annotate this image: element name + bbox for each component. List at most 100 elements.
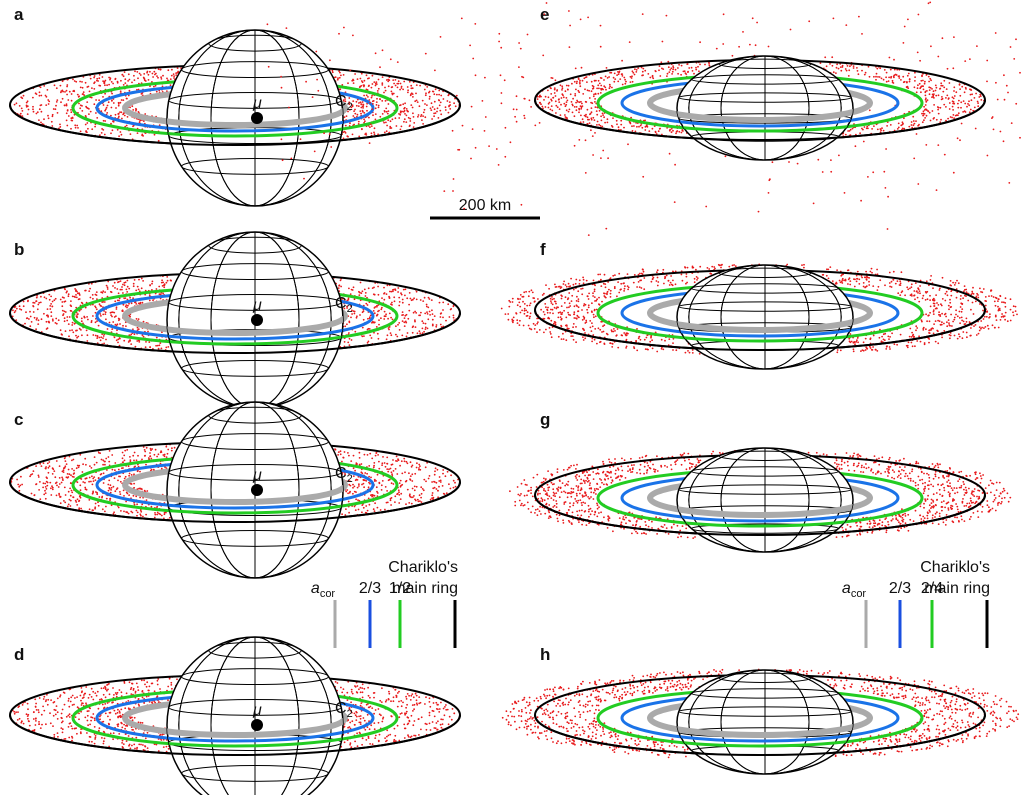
particle: [373, 508, 375, 510]
particle: [111, 81, 113, 83]
particle: [350, 293, 352, 295]
particle: [37, 111, 39, 113]
particle: [347, 492, 349, 494]
particle: [114, 477, 116, 479]
particle: [145, 514, 147, 516]
particle: [371, 337, 373, 339]
particle: [412, 107, 414, 109]
particle: [404, 471, 406, 473]
particle: [401, 460, 403, 462]
particle: [418, 114, 420, 116]
particle: [390, 504, 392, 506]
particle: [75, 501, 77, 503]
particle: [363, 95, 365, 97]
particle: [118, 319, 120, 321]
particle: [396, 96, 398, 98]
particle: [81, 302, 83, 304]
particle: [115, 324, 117, 326]
particle: [35, 720, 37, 722]
particle: [103, 82, 105, 84]
particle: [118, 102, 120, 104]
particle: [371, 458, 373, 460]
particle: [408, 310, 410, 312]
particle: [122, 284, 124, 286]
particle: [156, 337, 158, 339]
particle: [37, 304, 39, 306]
particle: [449, 101, 451, 103]
particle: [60, 496, 62, 498]
particle: [356, 479, 358, 481]
particle: [339, 88, 341, 90]
particle: [77, 127, 79, 129]
particle: [95, 99, 97, 101]
particle: [61, 482, 63, 484]
particle: [124, 450, 126, 452]
particle: [121, 118, 123, 120]
particle: [54, 701, 56, 703]
particle: [391, 471, 393, 473]
particle: [92, 294, 94, 296]
particle: [70, 310, 72, 312]
particle: [398, 305, 400, 307]
particle: [71, 329, 73, 331]
particle: [129, 681, 131, 683]
particle: [137, 132, 139, 134]
particle: [419, 469, 421, 471]
particle: [127, 116, 129, 118]
particle: [400, 104, 402, 106]
particle: [450, 474, 452, 476]
particle: [70, 304, 72, 306]
particle: [56, 485, 58, 487]
particle: [383, 92, 385, 94]
particle: [360, 113, 362, 115]
particle: [399, 482, 401, 484]
particle: [52, 114, 54, 116]
particle: [66, 125, 68, 127]
particle: [45, 95, 47, 97]
particle: [160, 452, 162, 454]
particle: [121, 727, 123, 729]
particle: [75, 335, 77, 337]
particle: [360, 107, 362, 109]
particle: [398, 322, 400, 324]
particle: [413, 116, 415, 118]
particle: [139, 73, 141, 75]
particle: [349, 122, 351, 124]
particle: [443, 98, 445, 100]
particle: [112, 83, 114, 85]
particle: [414, 489, 416, 491]
particle: [378, 482, 380, 484]
particle: [84, 317, 86, 319]
particle: [453, 317, 455, 319]
particle: [122, 292, 124, 294]
particle: [121, 467, 123, 469]
particle: [143, 77, 145, 79]
particle: [40, 296, 42, 298]
particle: [350, 701, 352, 703]
particle: [122, 325, 124, 327]
particle: [113, 694, 115, 696]
particle: [61, 305, 63, 307]
particle: [353, 110, 355, 112]
particle: [71, 120, 73, 122]
particle: [43, 313, 45, 315]
particle: [436, 729, 438, 731]
particle: [422, 123, 424, 125]
particle: [157, 684, 159, 686]
particle: [332, 70, 334, 72]
particle: [70, 128, 72, 130]
particle: [136, 340, 138, 342]
particle: [429, 715, 431, 717]
particle: [417, 332, 419, 334]
particle: [79, 81, 81, 83]
particle: [358, 136, 360, 138]
particle: [354, 331, 356, 333]
particle: [378, 468, 380, 470]
particle: [52, 301, 54, 303]
particle: [81, 318, 83, 320]
particle: [131, 302, 133, 304]
particle: [439, 302, 441, 304]
particle: [124, 284, 126, 286]
particle: [68, 295, 70, 297]
particle: [36, 483, 38, 485]
